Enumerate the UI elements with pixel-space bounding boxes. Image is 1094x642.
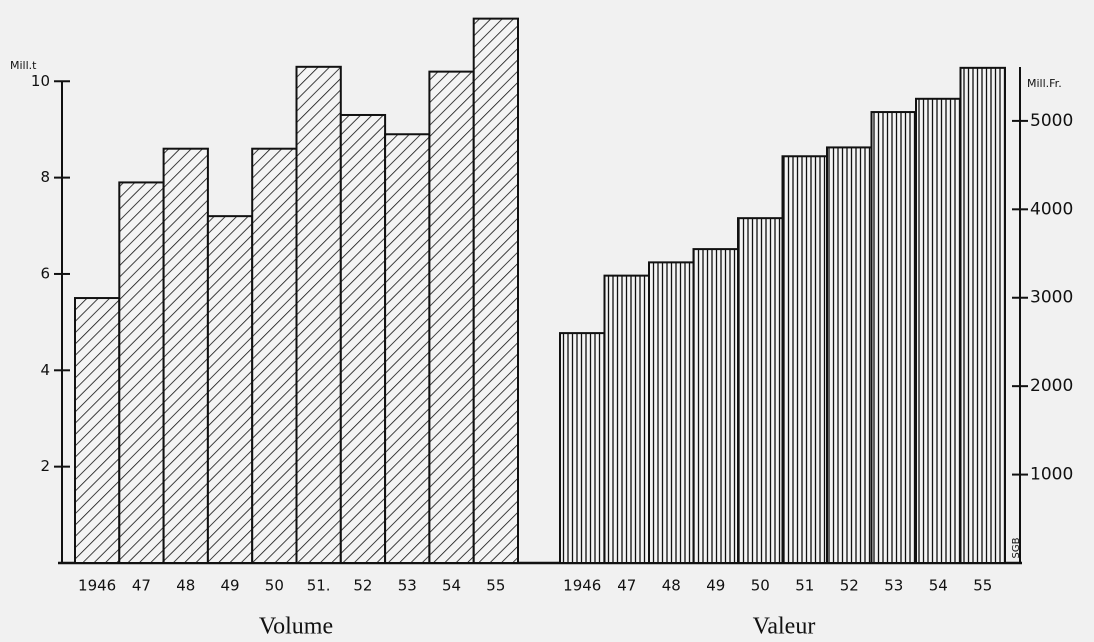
bar xyxy=(781,155,828,564)
bar xyxy=(74,297,121,564)
x-tick-label: 54 xyxy=(929,577,948,595)
x-tick-label: 52 xyxy=(840,577,859,595)
annotation: SGB xyxy=(1011,537,1022,558)
y-tick-label: 4 xyxy=(40,361,50,379)
x-tick-label: 1946 xyxy=(78,577,116,595)
bar xyxy=(472,17,520,565)
x-axis-label: Volume xyxy=(259,614,333,640)
bar xyxy=(870,111,917,564)
x-tick-label: 48 xyxy=(662,577,681,595)
x-tick-label: 55 xyxy=(973,577,992,595)
y-tick-label: 1000 xyxy=(1030,465,1073,485)
x-tick-label: 52 xyxy=(353,577,372,595)
bar xyxy=(692,248,739,565)
x-tick-label: 48 xyxy=(176,577,195,595)
y-tick-label: 10 xyxy=(31,72,50,90)
x-axis-label: Valeur xyxy=(753,614,816,640)
x-tick-label: 51 xyxy=(795,577,814,595)
bar xyxy=(603,274,650,564)
x-tick-label: 47 xyxy=(617,577,636,595)
y-tick-label: 2000 xyxy=(1030,376,1073,396)
x-tick-label: 1946 xyxy=(563,577,601,595)
bar xyxy=(559,332,606,564)
bar xyxy=(118,181,165,564)
x-tick-label: 50 xyxy=(265,577,284,595)
bar xyxy=(206,215,254,564)
y-tick-label: 5000 xyxy=(1030,111,1073,131)
bar xyxy=(162,147,209,564)
y-axis-label: Mill.Fr. xyxy=(1027,77,1062,90)
bar xyxy=(251,147,298,564)
x-tick-label: 53 xyxy=(884,577,903,595)
x-tick-label: 55 xyxy=(486,577,505,595)
x-tick-label: 51. xyxy=(307,577,331,595)
y-tick-label: 2 xyxy=(40,457,50,475)
bar xyxy=(737,217,784,564)
bar xyxy=(428,70,475,564)
bar xyxy=(959,66,1006,564)
y-tick-label: 6 xyxy=(40,264,50,282)
x-tick-label: 49 xyxy=(706,577,725,595)
y-axis-label: Mill.t xyxy=(10,59,37,72)
bar xyxy=(384,133,431,564)
bar xyxy=(648,261,695,564)
x-tick-label: 49 xyxy=(221,577,240,595)
x-tick-label: 53 xyxy=(398,577,417,595)
x-tick-label: 50 xyxy=(751,577,770,595)
x-tick-label: 47 xyxy=(132,577,151,595)
y-tick-label: 8 xyxy=(40,168,50,186)
x-tick-label: 54 xyxy=(442,577,461,595)
bar xyxy=(295,65,342,565)
y-tick-label: 3000 xyxy=(1030,288,1073,308)
bar xyxy=(915,97,962,565)
bar xyxy=(826,146,873,564)
y-tick-label: 4000 xyxy=(1030,199,1073,219)
bar xyxy=(339,113,387,564)
